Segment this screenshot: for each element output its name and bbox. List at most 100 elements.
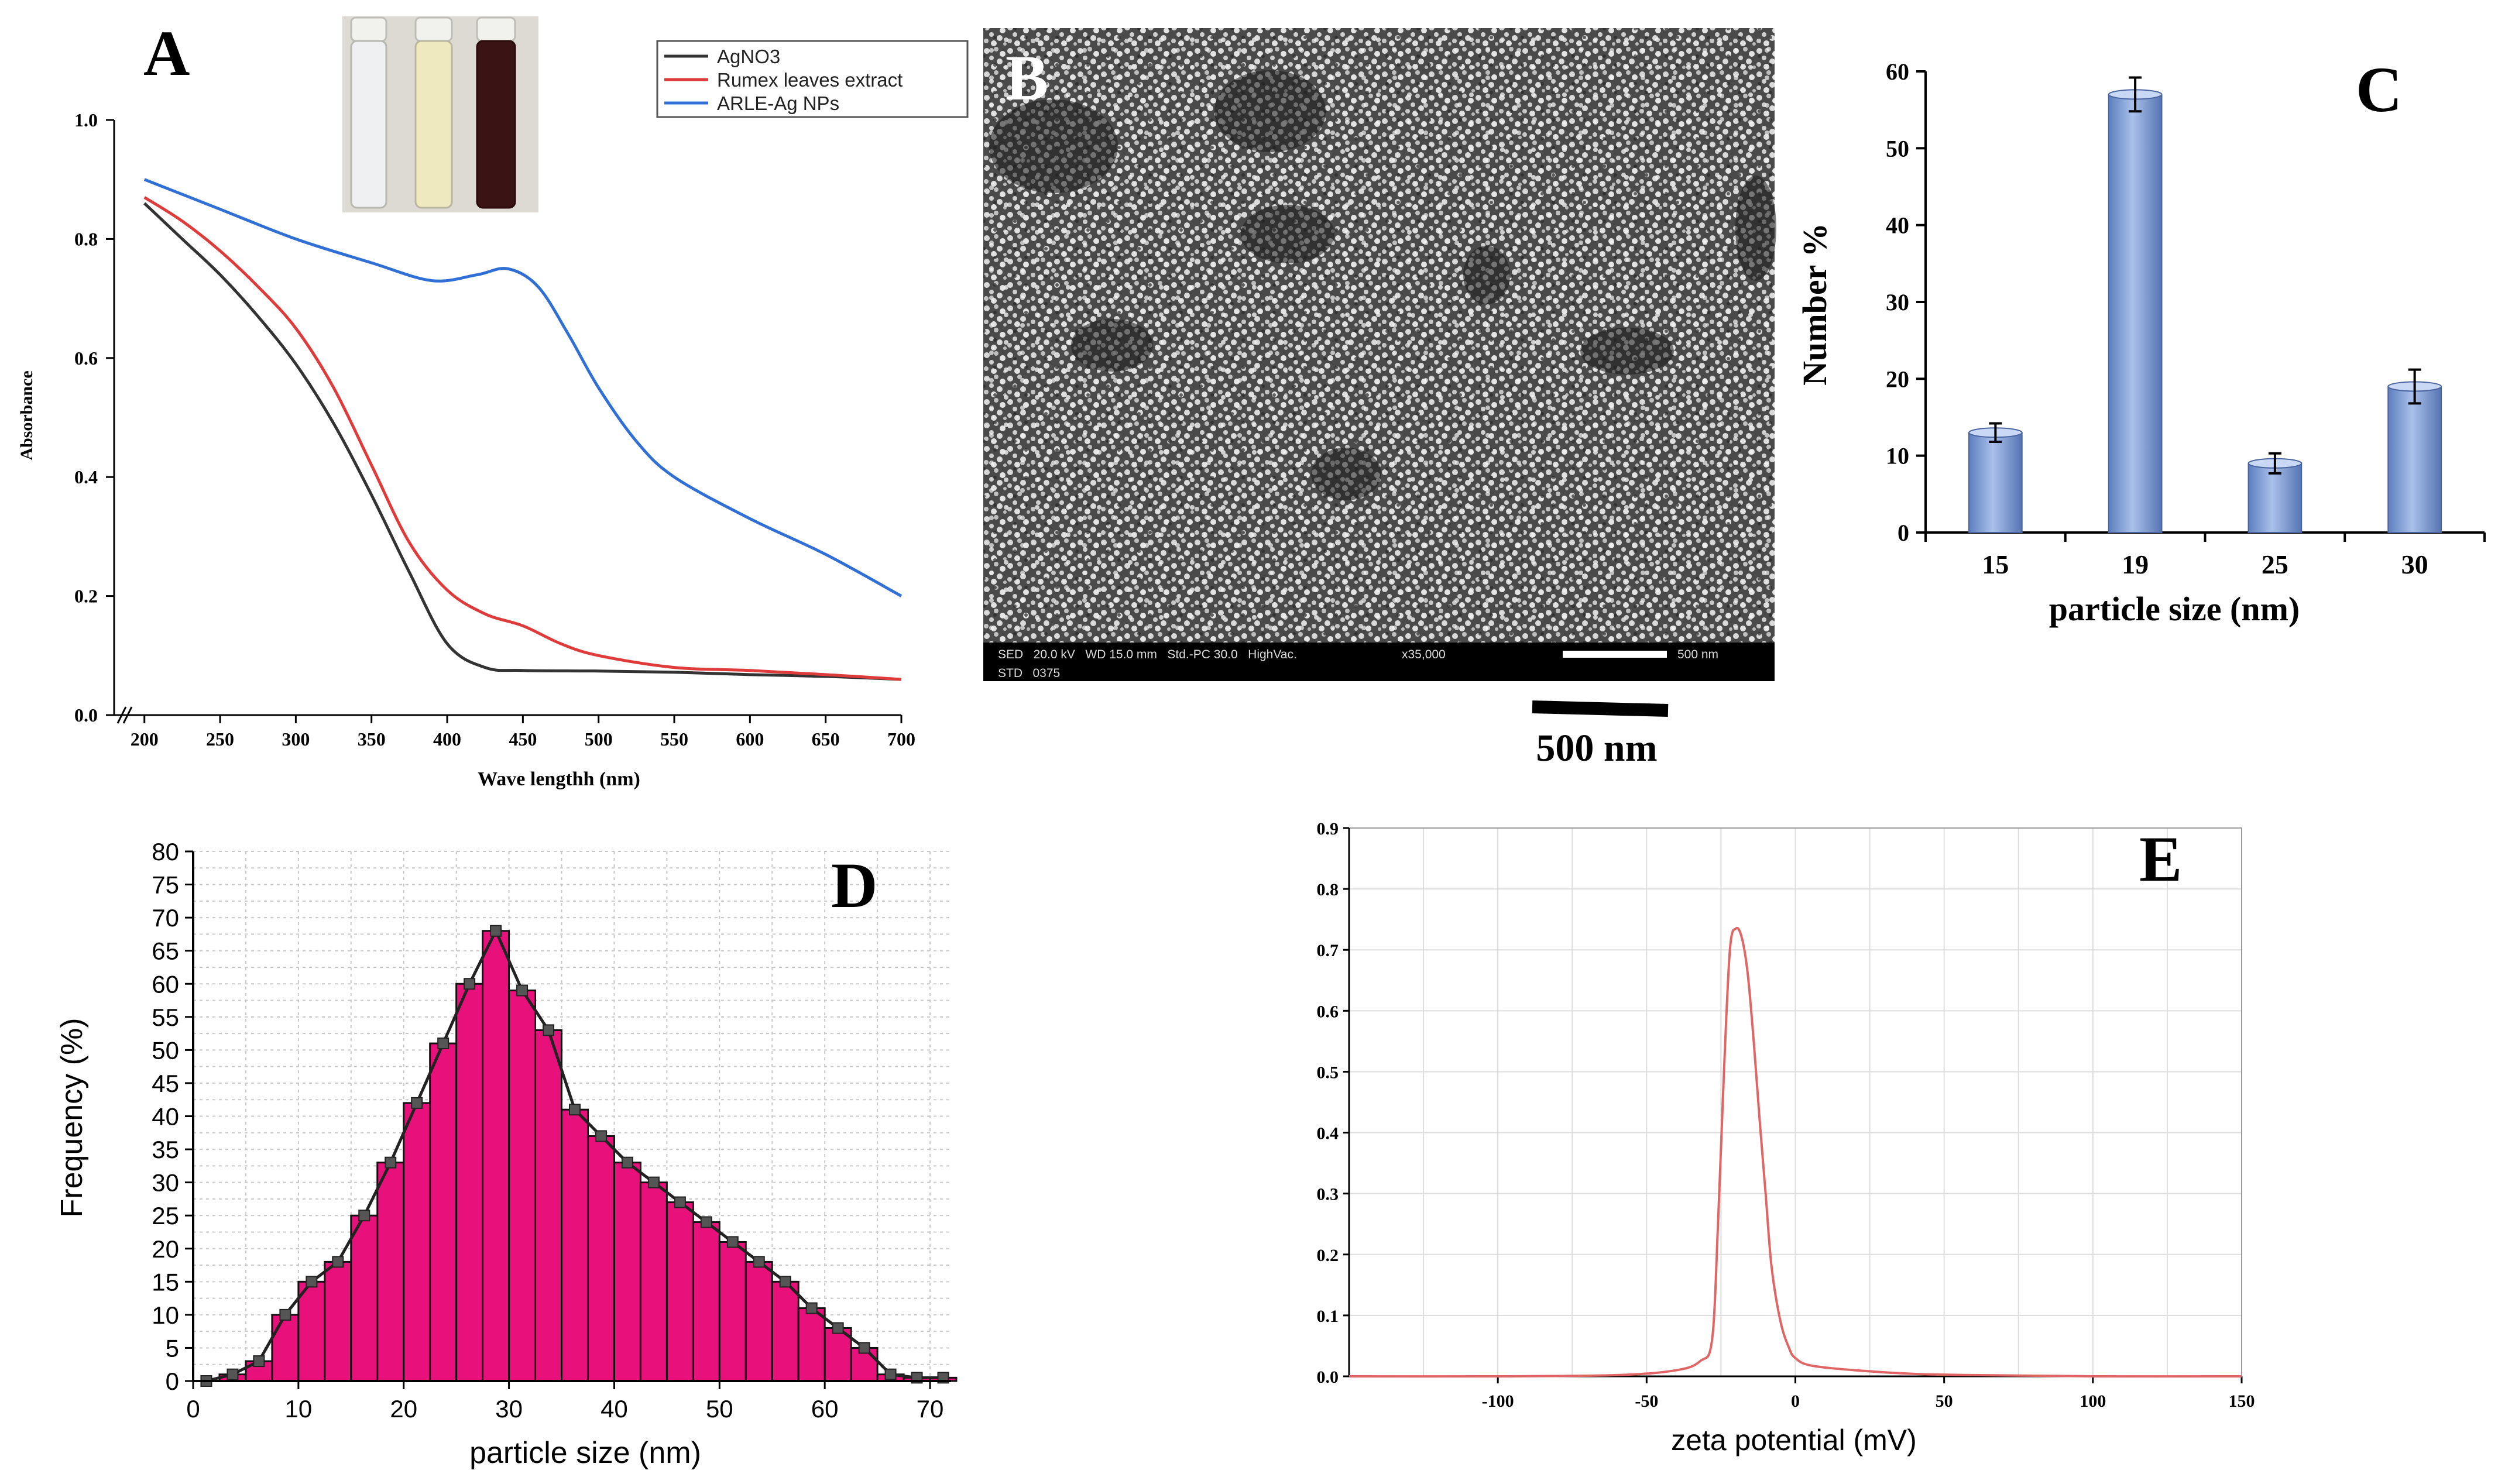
panel-d-bar [455,983,484,1382]
panel-a-y-tick-label: 0.8 [74,228,98,249]
panel-a-y-tick-label: 0.2 [74,586,98,607]
panel-a-y-tick-label: 0.6 [74,348,98,369]
panel-a-letter: A [143,18,190,89]
panel-d-marker [279,1308,291,1321]
panel-d-marker [700,1216,712,1228]
panel-d-y-tick-label: 65 [152,937,179,965]
panel-d-marker [227,1368,239,1380]
panel-d-marker [568,1104,581,1116]
panel-d-bar [534,1029,563,1382]
panel-a-inset-vials-image [342,16,538,212]
panel-c-y-axis-label: Number % [1796,223,1834,386]
panel-d-bar [744,1260,773,1382]
panel-d-marker [726,1236,739,1248]
panel-c-bar [1968,432,2023,533]
panel-c-y-tick-label: 30 [1886,289,1909,315]
panel-d-x-tick-label: 30 [495,1395,523,1423]
panel-d-bar [665,1201,694,1382]
panel-d-x-tick-label: 0 [186,1395,200,1423]
panel-a-x-tick-label: 400 [433,729,461,750]
sem-inner-scale-label: 500 nm [1677,648,1718,661]
panel-d-marker [858,1342,870,1354]
panel-d-marker [253,1355,265,1368]
panel-d-marker [832,1322,844,1334]
panel-a-y-tick-label: 0.0 [74,705,98,726]
panel-d-bar [771,1280,800,1382]
panel-d-x-tick-label: 40 [601,1395,628,1423]
panel-e-x-tick-label: 150 [2229,1392,2255,1411]
panel-d-y-tick-label: 70 [152,904,179,932]
panel-e-x-axis-label: zeta potential (mV) [1671,1424,1917,1456]
legend-item-rumex-extract: Rumex leaves extract [717,69,903,91]
panel-d-marker [464,978,476,990]
panel-d-marker [411,1097,423,1109]
panel-d-bar [482,930,510,1382]
panel-c-letter: C [2356,54,2402,125]
sem-info-bar [983,643,1775,681]
panel-a-x-tick-label: 600 [736,729,764,750]
panel-a-y-tick-label: 0.4 [74,466,98,487]
panel-d-marker [647,1176,660,1188]
panel-d-marker [306,1276,318,1288]
panel-d-marker [543,1024,555,1036]
panel-a-x-axis-label: Wave lengthh (nm) [478,768,640,790]
panel-a-absorbance-chart: A 200 250 300 350 400 450 500 550 600 650 700 0.0 0.… [17,16,969,790]
panel-e-y-tick-label: 0.0 [1317,1368,1339,1387]
panel-d-letter: D [831,850,877,921]
panel-e-zeta-chart: 0.0 0.1 0.2 0.3 0.4 0.5 0.6 0.7 0.8 0.9 -100 -50 0 50… [1317,819,2255,1456]
panel-d-x-axis-label: particle size (nm) [469,1436,701,1470]
panel-d-y-tick-label: 30 [152,1169,179,1197]
panel-a-x-tick-label: 300 [282,729,310,750]
panel-d-marker [595,1130,607,1142]
panel-e-x-tick-label: -50 [1635,1392,1658,1411]
panel-d-bar [586,1135,615,1382]
legend-item-agno3: AgNO3 [717,46,780,67]
panel-e-y-tick-label: 0.9 [1317,819,1339,839]
panel-d-y-tick-label: 80 [152,838,179,865]
panel-c-y-tick-label: 20 [1886,366,1909,392]
panel-e-y-tick-label: 0.1 [1317,1307,1339,1326]
panel-c-x-axis-label: particle size (nm) [2049,590,2300,628]
panel-d-marker [437,1038,449,1050]
panel-a-axis-break [122,706,133,724]
panel-b-letter: B [1006,42,1048,114]
panel-e-zeta-curve [1348,926,2242,1378]
panel-d-y-tick-label: 20 [152,1235,179,1263]
legend-item-arle-ag-nps: ARLE-Ag NPs [717,92,839,114]
panel-a-legend: AgNO3 Rumex leaves extract ARLE-Ag NPs [656,40,969,118]
panel-d-marker [805,1302,818,1314]
panel-c-y-tick-label: 0 [1897,520,1909,546]
panel-c-y-tick-label: 60 [1886,59,1909,85]
panel-e-y-tick-label: 0.2 [1317,1246,1339,1265]
panel-a-x-tick-label: 650 [812,729,840,750]
panel-d-y-tick-label: 50 [152,1036,179,1064]
panel-e-x-tick-label: 100 [2080,1392,2106,1411]
panel-d-marker [621,1156,633,1169]
scale-bar-label: 500 nm [1536,727,1657,770]
panel-d-bar [639,1181,668,1382]
panel-d-bar [297,1280,326,1382]
panel-a-x-tick-label: 550 [660,729,688,750]
panel-d-marker [516,984,529,997]
panel-e-letter: E [2139,823,2182,895]
panel-d-y-axis-label: Frequency (%) [55,1018,89,1218]
panel-a-plot: 200 250 300 350 400 450 500 550 600 650 700 0.0 0.2 0… [74,109,915,750]
panel-c-bar [2247,462,2303,533]
panel-d-x-tick-label: 20 [390,1395,417,1423]
panel-d-plot: 0 5 10 15 20 25 30 35 40 45 50 55 60 65 70 75 80 0 10 20 30 4… [152,838,958,1423]
panel-a-x-tick-label: 700 [887,729,915,750]
panel-d-marker [332,1256,344,1268]
panel-d-y-tick-label: 45 [152,1070,179,1097]
scale-bar [1532,700,1669,717]
panel-a-y-tick-label: 1.0 [74,109,98,130]
panel-e-y-tick-label: 0.8 [1317,880,1339,899]
panel-d-bar [797,1307,826,1382]
panel-d-marker [779,1276,791,1288]
panel-a-x-tick-label: 250 [206,729,234,750]
panel-c-category-label: 25 [2262,549,2288,579]
panel-d-bar [376,1162,405,1382]
panel-c-category-label: 15 [1982,549,2009,579]
panel-d-y-tick-label: 5 [166,1334,179,1362]
sem-info-line1: SED 20.0 kV WD 15.0 mm Std.-PC 30.0 High… [998,648,1297,661]
